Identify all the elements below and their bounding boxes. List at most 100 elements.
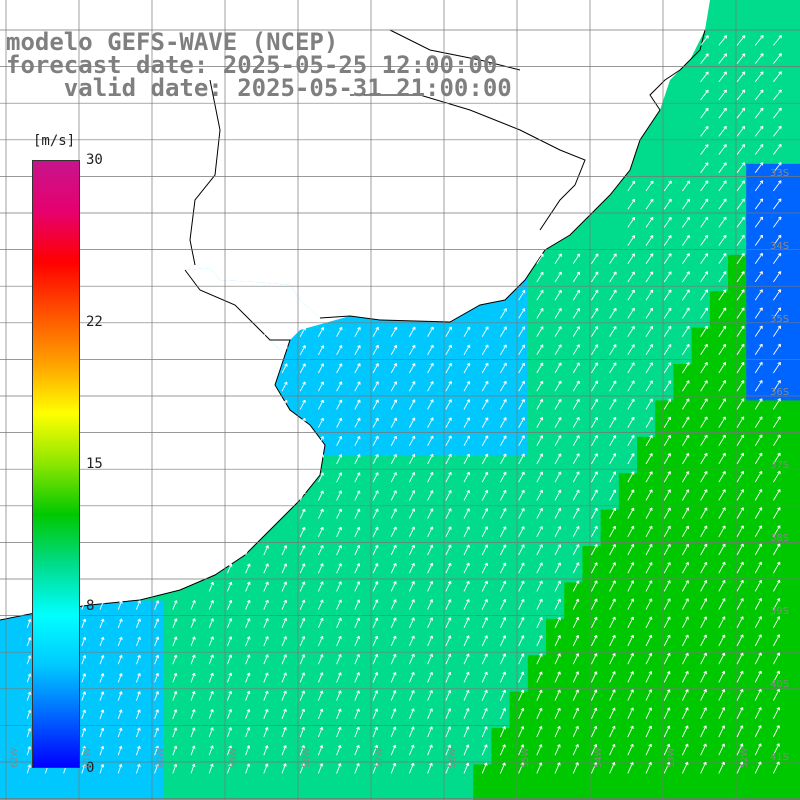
wind-speed-cell (254, 546, 274, 565)
wind-arrow (536, 544, 543, 556)
wind-speed-cell (509, 491, 529, 511)
wind-speed-cell (218, 600, 238, 620)
wind-speed-cell (655, 218, 674, 238)
wind-speed-cell (127, 746, 147, 765)
wind-speed-cell (218, 582, 238, 602)
wind-arrow (427, 544, 434, 556)
wind-speed-cell (509, 327, 529, 347)
wind-speed-cell (527, 746, 547, 765)
wind-speed-cell (782, 473, 800, 492)
wind-arrow (190, 690, 196, 701)
wind-speed-cell (509, 600, 529, 620)
wind-arrow (663, 634, 671, 647)
wind-arrow (481, 471, 489, 483)
wind-arrow (645, 761, 652, 774)
wind-arrow (682, 561, 689, 574)
wind-arrow (463, 508, 470, 519)
wind-arrow (427, 708, 433, 719)
wind-speed-cell (673, 491, 693, 511)
wind-arrow (372, 363, 379, 374)
wind-arrow (245, 363, 251, 374)
wind-speed-cell (564, 364, 583, 383)
wind-arrow (536, 289, 544, 301)
wind-arrow (299, 708, 306, 719)
wind-arrow (663, 253, 672, 265)
wind-speed-cell (764, 309, 784, 329)
wind-arrow (627, 434, 635, 447)
wind-arrow (317, 690, 324, 701)
wind-arrow (354, 508, 361, 519)
wind-arrow (390, 417, 397, 428)
wind-arrow (263, 763, 269, 774)
wind-arrow (81, 655, 87, 665)
wind-arrow (663, 743, 671, 756)
wind-speed-cell (728, 182, 747, 201)
wind-arrow (627, 743, 634, 756)
wind-arrow (263, 690, 269, 701)
wind-speed-cell (254, 709, 274, 729)
coastline-argentina (0, 269, 326, 621)
wind-arrow (700, 362, 708, 374)
wind-speed-cell (618, 254, 638, 274)
wind-speed-cell (473, 582, 492, 602)
wind-arrow (554, 744, 561, 756)
wind-arrow (190, 709, 196, 719)
wind-arrow (682, 616, 689, 629)
wind-arrow (226, 618, 233, 628)
wind-arrow (736, 361, 745, 374)
wind-arrow (336, 690, 342, 701)
wind-arrow (536, 380, 544, 392)
wind-speed-cell (200, 618, 219, 638)
wind-arrow (736, 234, 745, 246)
wind-speed-cell (782, 637, 800, 656)
wind-speed-cell (691, 436, 711, 456)
wind-arrow (609, 416, 617, 428)
wind-arrow (117, 673, 123, 683)
wind-arrow (754, 598, 762, 610)
wind-speed-cell (400, 709, 420, 729)
wind-speed-cell (746, 218, 765, 238)
wind-speed-cell (364, 582, 383, 602)
wind-arrow (299, 526, 306, 537)
title-model: modelo GEFS-WAVE (NCEP) (6, 28, 339, 56)
wind-speed-cell (691, 72, 711, 92)
wind-arrow (463, 726, 470, 738)
wind-arrow (572, 653, 580, 665)
wind-speed-cell (236, 618, 256, 638)
latitude-label: 34S (770, 241, 790, 252)
wind-speed-cell (200, 673, 219, 693)
wind-arrow (463, 380, 471, 392)
wind-speed-cell (527, 491, 547, 511)
wind-speed-cell (637, 673, 656, 693)
wind-speed-cell (527, 418, 547, 438)
latitude-label: 41S (770, 752, 790, 763)
wind-speed-cell (764, 273, 784, 292)
wind-speed-cell (72, 782, 92, 800)
wind-speed-cell (728, 91, 747, 110)
wind-speed-cell (728, 327, 747, 347)
wind-speed-cell (673, 145, 693, 165)
wind-speed-cell (782, 655, 800, 674)
wind-speed-cell (309, 728, 329, 747)
wind-arrow (408, 599, 415, 610)
wind-arrow (700, 198, 709, 210)
wind-arrow (609, 307, 617, 319)
wind-arrow (190, 727, 196, 738)
wind-speed-cell (291, 382, 310, 401)
wind-speed-cell (564, 327, 583, 347)
wind-speed-cell (163, 637, 183, 656)
wind-arrow (518, 635, 525, 647)
wind-arrow (463, 671, 470, 683)
wind-arrow (299, 635, 306, 647)
wind-speed-cell (673, 345, 693, 365)
wind-arrow (281, 563, 288, 574)
wind-speed-cell (364, 418, 383, 438)
wind-speed-cell (436, 600, 456, 620)
wind-arrow (554, 707, 561, 719)
wind-arrow (736, 434, 745, 447)
wind-speed-cell (527, 709, 547, 729)
wind-arrow (700, 434, 708, 447)
wind-arrow (754, 71, 764, 83)
wind-arrow (263, 599, 269, 610)
